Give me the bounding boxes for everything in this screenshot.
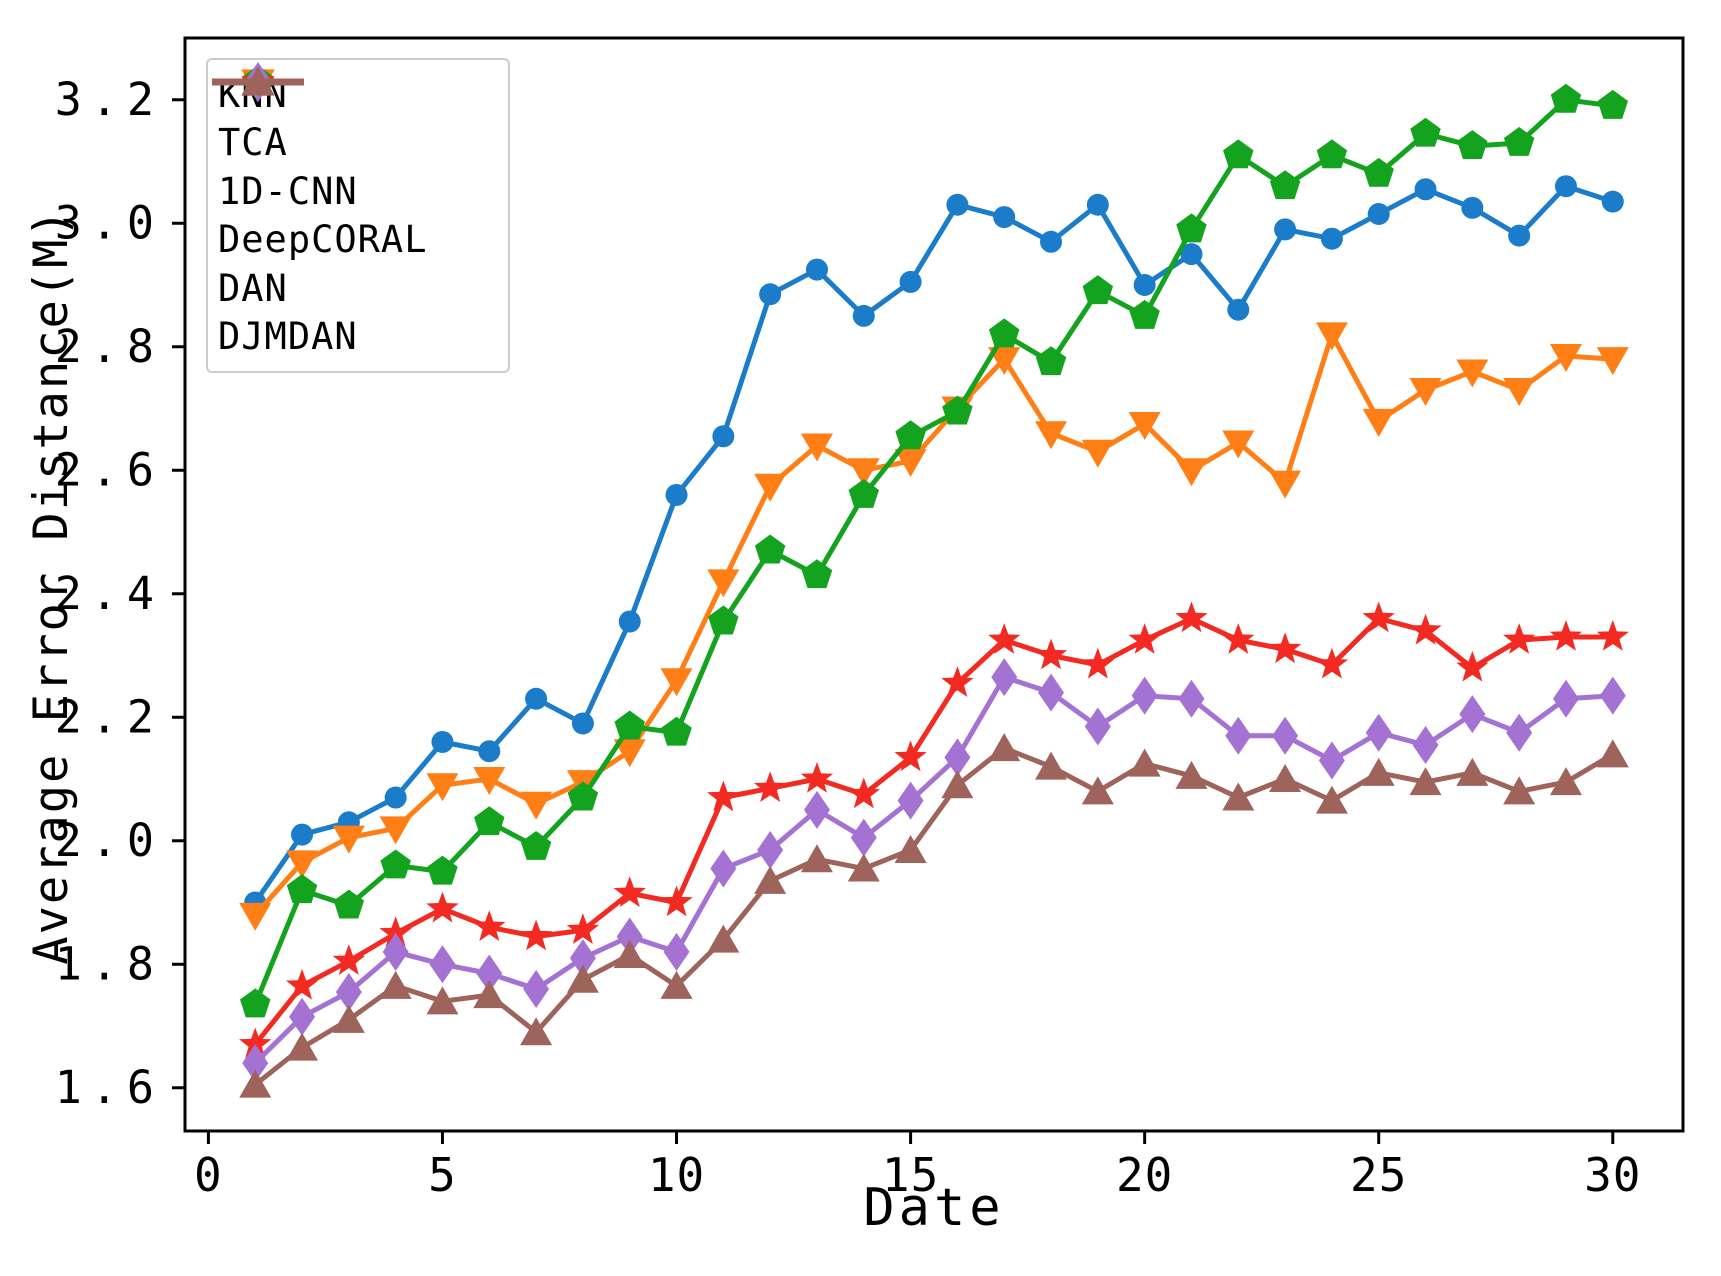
legend-label: DAN: [218, 266, 288, 310]
series-TCA: [239, 322, 1629, 931]
svg-text:2.6: 2.6: [55, 443, 163, 496]
svg-text:10: 10: [648, 1148, 705, 1202]
svg-text:1.6: 1.6: [55, 1061, 163, 1114]
legend-item-1d-cnn: 1D-CNN: [212, 65, 508, 213]
y-axis: 1.6 1.8 2.0 2.2 2.4 2.6 2.8 3.0 3.2: [55, 73, 185, 1114]
x-axis-title: Date: [863, 1178, 1005, 1238]
series-DeepCORAL: [239, 601, 1629, 1059]
legend: KNN TCA 1D-CNN DeepCORAL DAN DJMDAN: [206, 58, 510, 373]
line-marker-icon: [212, 66, 304, 96]
svg-text:30: 30: [1584, 1148, 1641, 1202]
svg-text:1.8: 1.8: [55, 937, 163, 990]
svg-text:0: 0: [194, 1148, 223, 1202]
plot-frame: [183, 36, 1685, 1133]
svg-text:5: 5: [428, 1148, 457, 1202]
svg-text:2.0: 2.0: [55, 814, 163, 867]
series-DJMDAN: [239, 733, 1629, 1098]
y-axis-title: Average Error Distance(M): [24, 207, 79, 965]
legend-item-djmdan: DJMDAN: [212, 66, 508, 359]
legend-item-dan: DAN: [212, 62, 508, 310]
svg-text:25: 25: [1350, 1148, 1407, 1202]
legend-item-tca: TCA: [212, 69, 508, 165]
legend-label: TCA: [218, 121, 288, 165]
legend-label: DeepCORAL: [218, 218, 428, 262]
series-KNN: [244, 175, 1624, 914]
svg-text:3.2: 3.2: [55, 73, 163, 126]
legend-label: 1D-CNN: [218, 169, 358, 213]
svg-text:3.0: 3.0: [55, 196, 163, 249]
svg-text:20: 20: [1116, 1148, 1173, 1202]
x-axis: 0 5 10 15 20 25 30: [194, 1131, 1641, 1202]
series-DAN: [242, 658, 1626, 1083]
svg-text:2.4: 2.4: [55, 567, 163, 620]
legend-item-deepcoral: DeepCORAL: [212, 64, 508, 262]
svg-text:2.8: 2.8: [55, 320, 163, 373]
svg-text:15: 15: [882, 1148, 939, 1202]
svg-text:2.2: 2.2: [55, 690, 163, 743]
legend-label: DJMDAN: [218, 315, 358, 359]
series-1D-CNN: [240, 83, 1628, 1018]
